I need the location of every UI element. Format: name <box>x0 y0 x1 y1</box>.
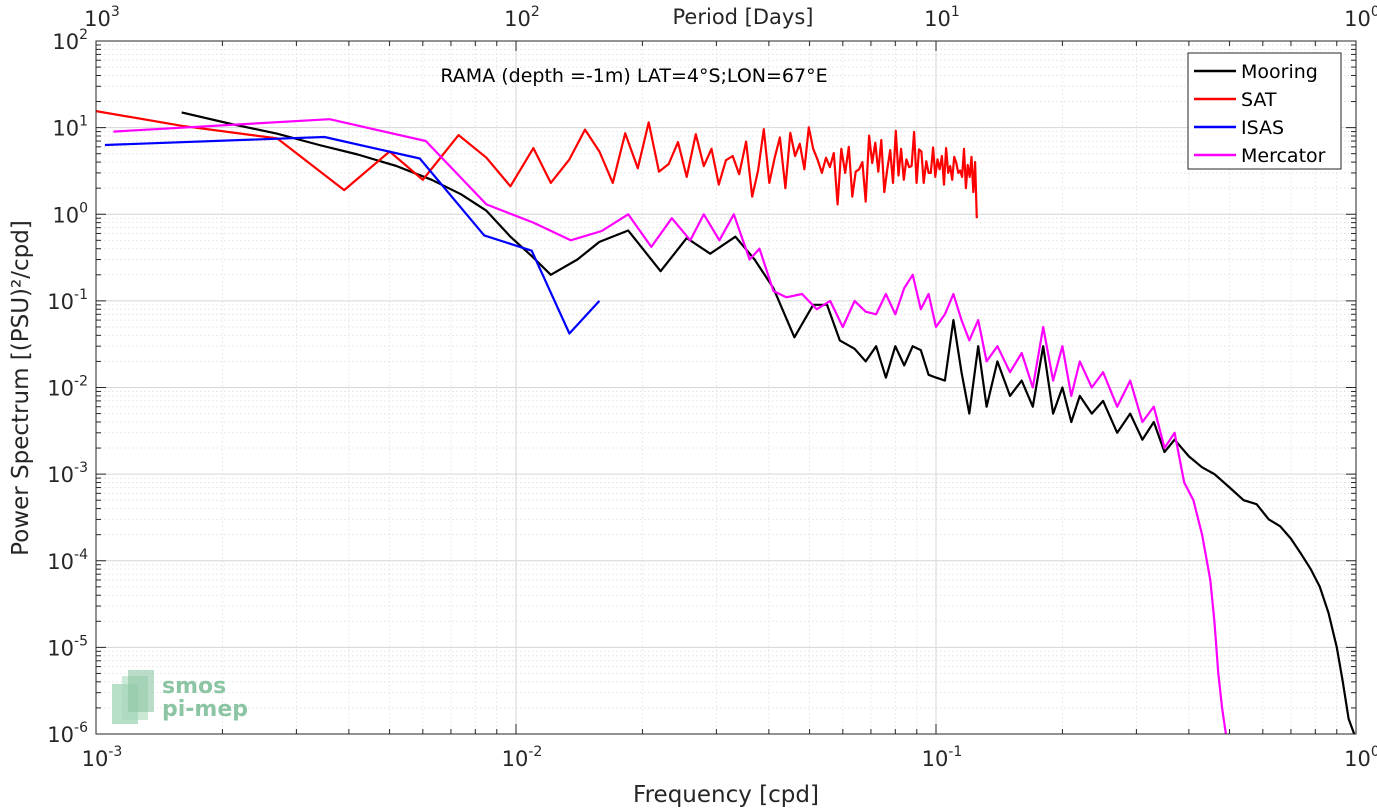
x-tick-label: 10-3 <box>82 744 123 771</box>
y-tick-label: 10-3 <box>47 460 88 487</box>
y-axis-label: Power Spectrum [(PSU)²/cpd] <box>8 220 34 556</box>
x-tick-label: 100 <box>1344 744 1377 771</box>
y-tick-label-exp: -1 <box>74 287 88 303</box>
y-tick-label-exp: -4 <box>74 547 88 563</box>
x-tick-label-base: 10 <box>502 747 529 771</box>
y-tick-label-exp: -6 <box>74 720 88 736</box>
axis-ticks <box>95 40 1357 735</box>
logo-line-1: smos <box>162 674 226 699</box>
x2-tick-label-exp: 0 <box>1371 4 1377 20</box>
x-tick-label: 10-1 <box>922 744 963 771</box>
top-x-axis-label: Period [Days] <box>673 5 814 29</box>
series-line-mercator <box>113 118 1227 734</box>
y-tick-label-exp: 1 <box>79 114 88 130</box>
series-line-sat <box>96 110 978 219</box>
series-line-mooring <box>181 111 1356 734</box>
y-tick-label-exp: 2 <box>79 27 88 43</box>
x-tick-label-base: 10 <box>922 747 949 771</box>
legend-label-sat: SAT <box>1241 89 1277 111</box>
x2-tick-label-base: 10 <box>504 7 531 31</box>
x2-tick-label-exp: 1 <box>951 4 960 20</box>
x-tick-label-exp: 0 <box>1371 744 1377 760</box>
y-tick-label-exp: -5 <box>74 633 88 649</box>
y-tick-label-base: 10 <box>47 636 74 660</box>
legend: Mooring SAT ISAS Mercator <box>1187 52 1342 170</box>
series-lines <box>96 110 1356 734</box>
legend-label-mooring: Mooring <box>1241 61 1318 83</box>
x-tick-label: 10-2 <box>502 744 543 771</box>
y-tick-label: 10-1 <box>47 287 88 314</box>
y-tick-label: 10-4 <box>47 547 88 574</box>
y-tick-label-base: 10 <box>47 723 74 747</box>
y-tick-label-base: 10 <box>52 203 79 227</box>
y-tick-label: 102 <box>52 27 88 54</box>
y-tick-label-base: 10 <box>52 30 79 54</box>
minor-grid <box>96 41 1356 734</box>
x2-tick-label: 102 <box>504 4 540 31</box>
x-tick-label-exp: -2 <box>528 744 542 760</box>
x2-tick-label-exp: 3 <box>111 4 120 20</box>
x2-tick-label-base: 10 <box>1344 7 1371 31</box>
x2-tick-label-base: 10 <box>924 7 951 31</box>
y-tick-label-exp: 0 <box>79 200 88 216</box>
y-tick-label: 101 <box>52 114 88 141</box>
y-tick-label-exp: -3 <box>74 460 88 476</box>
logo-line-2: pi-mep <box>162 697 248 722</box>
series-line-isas <box>104 135 601 335</box>
y-tick-label: 100 <box>52 200 88 227</box>
legend-label-mercator: Mercator <box>1241 145 1326 167</box>
smos-pi-mep-logo: smos pi-mep <box>112 670 248 724</box>
chart-title: RAMA (depth =-1m) LAT=4°S;LON=67°E <box>440 65 827 87</box>
x-tick-label-base: 10 <box>1344 747 1371 771</box>
x2-tick-label-base: 10 <box>84 7 111 31</box>
x-axis-label: Frequency [cpd] <box>633 782 819 808</box>
x-tick-label-exp: -1 <box>948 744 962 760</box>
y-tick-label: 10-6 <box>47 720 88 747</box>
x-tick-label-exp: -3 <box>108 744 122 760</box>
y-tick-label-base: 10 <box>47 377 74 401</box>
x2-tick-label: 103 <box>84 4 120 31</box>
legend-label-isas: ISAS <box>1241 117 1284 139</box>
legend-box <box>1187 52 1342 170</box>
y-tick-label-base: 10 <box>47 550 74 574</box>
x-tick-label-base: 10 <box>82 747 109 771</box>
y-tick-label-base: 10 <box>47 290 74 314</box>
x2-tick-label: 100 <box>1344 4 1377 31</box>
x2-tick-label: 101 <box>924 4 960 31</box>
y-tick-label-exp: -2 <box>74 374 88 390</box>
y-tick-label-base: 10 <box>52 117 79 141</box>
y-tick-label: 10-5 <box>47 633 88 660</box>
y-tick-label-base: 10 <box>47 463 74 487</box>
x2-tick-label-exp: 2 <box>531 4 540 20</box>
y-tick-label: 10-2 <box>47 374 88 401</box>
